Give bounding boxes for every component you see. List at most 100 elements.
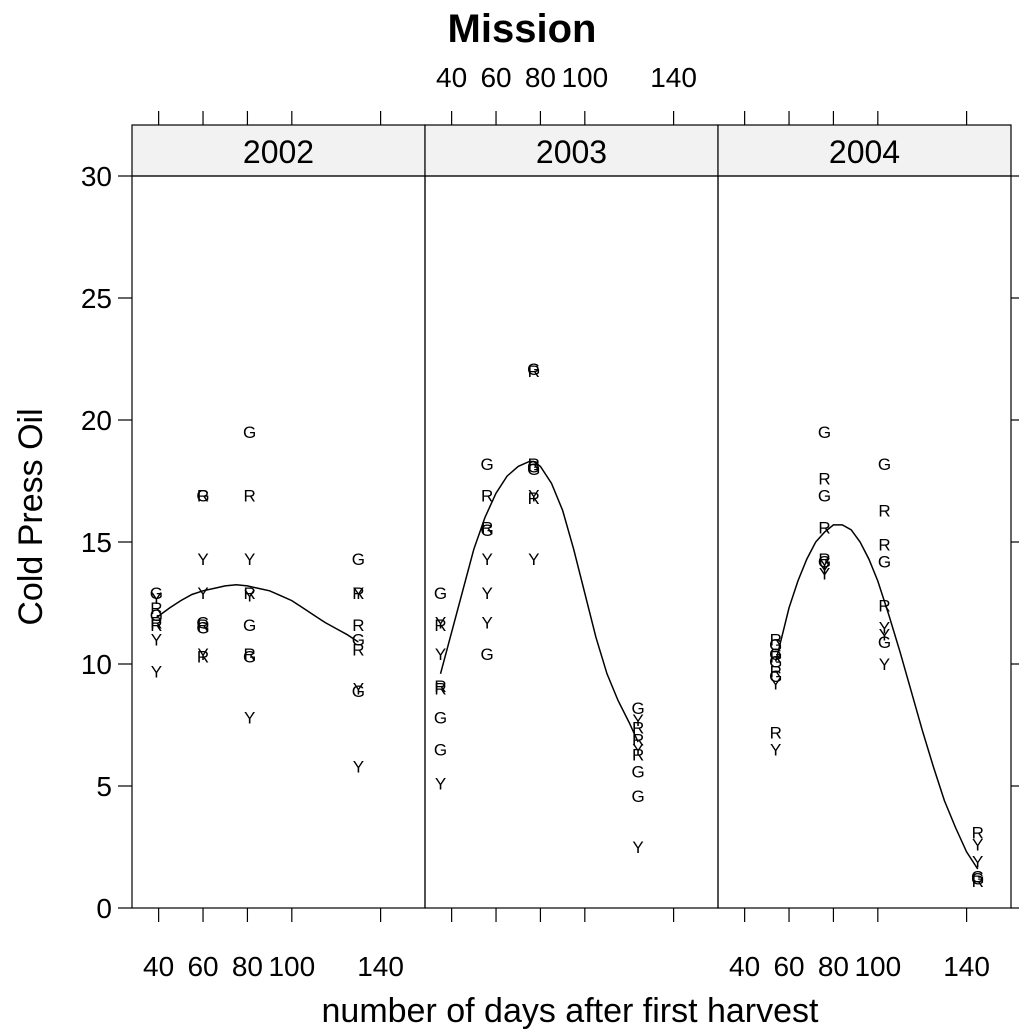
data-point: Y — [879, 618, 890, 637]
y-tick-label: 10 — [81, 649, 112, 680]
data-point: R — [818, 518, 830, 537]
data-point: R — [434, 679, 446, 698]
data-point: G — [196, 614, 209, 633]
data-point: Y — [770, 740, 781, 759]
data-point: G — [878, 553, 891, 572]
data-point: Y — [972, 836, 983, 855]
data-point: R — [244, 584, 256, 603]
x-tick-label: 80 — [525, 62, 556, 93]
data-point: G — [527, 360, 540, 379]
x-tick-label: 40 — [436, 62, 467, 93]
smooth-curve-2002 — [155, 583, 359, 643]
data-point: Y — [151, 631, 162, 650]
data-point: Y — [151, 662, 162, 681]
data-point: R — [434, 616, 446, 635]
data-point: Y — [879, 655, 890, 674]
data-point: G — [527, 460, 540, 479]
data-point: G — [352, 550, 365, 569]
data-point: Y — [819, 565, 830, 584]
x-tick-label: 40 — [729, 951, 760, 982]
panel-frame-2002 — [131, 175, 426, 909]
data-point: Y — [481, 550, 492, 569]
data-point: R — [481, 487, 493, 506]
data-point: G — [769, 653, 782, 672]
data-point: G — [878, 455, 891, 474]
x-axis-label: number of days after first harvest — [322, 992, 820, 1030]
data-point: R — [150, 599, 162, 618]
data-point: R — [150, 616, 162, 635]
data-point: Y — [244, 709, 255, 728]
smooth-curve-2003 — [439, 460, 639, 743]
data-point: G — [150, 584, 163, 603]
data-point: R — [244, 645, 256, 664]
data-point: Y — [197, 550, 208, 569]
x-tick-label: 140 — [650, 62, 697, 93]
data-point: G — [769, 645, 782, 664]
y-tick-label: 0 — [96, 893, 112, 924]
data-point: G — [196, 487, 209, 506]
strip-label-2003: 2003 — [536, 134, 607, 170]
data-point: R — [632, 731, 644, 750]
data-point: R — [770, 648, 782, 667]
data-point: Y — [151, 589, 162, 608]
data-point: G — [878, 633, 891, 652]
data-point: G — [818, 423, 831, 442]
data-point: R — [878, 596, 890, 615]
data-point: Y — [435, 775, 446, 794]
smooth-curve-2004 — [774, 524, 979, 870]
data-point: G — [434, 740, 447, 759]
data-point: R — [818, 550, 830, 569]
data-point: Y — [197, 645, 208, 664]
data-point: R — [632, 718, 644, 737]
data-point: R — [770, 662, 782, 681]
data-point: R — [972, 823, 984, 842]
data-point: G — [434, 584, 447, 603]
data-point: R — [972, 872, 984, 891]
data-point: R — [528, 455, 540, 474]
data-point: G — [434, 709, 447, 728]
x-tick-label: 40 — [143, 951, 174, 982]
chart-title: Mission — [448, 7, 597, 51]
y-tick-label: 30 — [81, 161, 112, 192]
data-point: Y — [528, 550, 539, 569]
x-tick-label: 140 — [357, 951, 404, 982]
data-point: R — [528, 489, 540, 508]
panel-frame-2004 — [717, 175, 1012, 909]
data-point: G — [971, 867, 984, 886]
y-tick-label: 5 — [96, 771, 112, 802]
data-point: G — [352, 631, 365, 650]
data-point: Y — [353, 584, 364, 603]
data-point: R — [481, 518, 493, 537]
data-point: Y — [770, 675, 781, 694]
data-point: G — [150, 606, 163, 625]
y-tick-label: 20 — [81, 405, 112, 436]
data-point: G — [196, 618, 209, 637]
data-point: R — [352, 640, 364, 659]
data-point: R — [434, 677, 446, 696]
data-point: R — [150, 614, 162, 633]
x-tick-label: 100 — [854, 951, 901, 982]
x-tick-label: 60 — [480, 62, 511, 93]
data-point: R — [197, 648, 209, 667]
data-point: R — [352, 584, 364, 603]
y-tick-label: 25 — [81, 283, 112, 314]
x-tick-label: 80 — [818, 951, 849, 982]
y-tick-label: 15 — [81, 527, 112, 558]
data-point: Y — [632, 740, 643, 759]
data-point: G — [481, 455, 494, 474]
data-point: R — [818, 470, 830, 489]
data-point: G — [481, 645, 494, 664]
strip-label-2002: 2002 — [243, 134, 314, 170]
data-point: G — [243, 423, 256, 442]
data-point: R — [352, 616, 364, 635]
strip-2004 — [717, 124, 1012, 177]
data-point: G — [769, 635, 782, 654]
data-point: G — [527, 457, 540, 476]
data-point: G — [769, 667, 782, 686]
x-tick-label: 100 — [561, 62, 608, 93]
x-tick-label: 100 — [268, 951, 315, 982]
x-tick-label: 60 — [187, 951, 218, 982]
